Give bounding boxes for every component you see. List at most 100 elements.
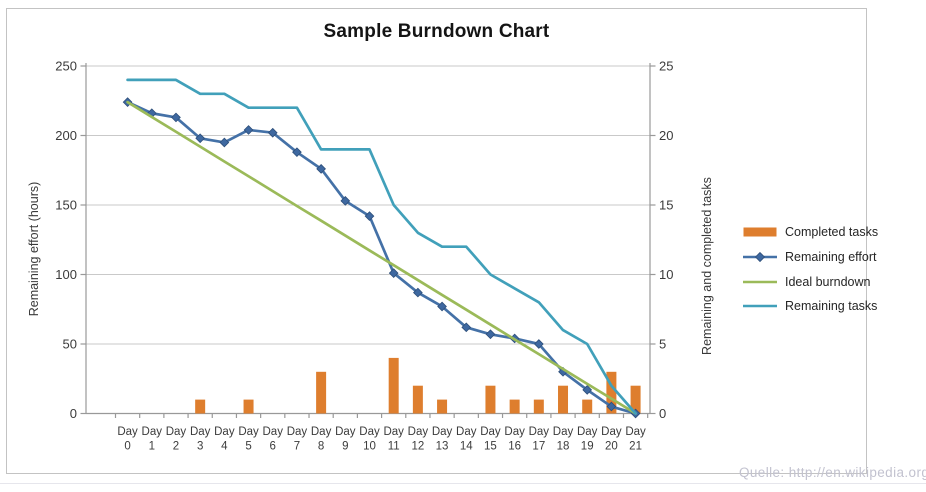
legend-item-label: Remaining tasks xyxy=(785,299,878,314)
bar-swatch-icon xyxy=(743,227,777,237)
diamond-marker xyxy=(485,329,496,340)
bar xyxy=(316,371,327,414)
bar xyxy=(485,385,496,414)
diamond-marker xyxy=(316,163,326,174)
bar xyxy=(606,371,617,414)
diamond-marker xyxy=(461,322,472,333)
bar xyxy=(509,399,520,414)
x-axis-label-number: 1 xyxy=(149,441,155,453)
x-axis-label-day: Day xyxy=(529,426,550,438)
x-axis-label-day: Day xyxy=(601,426,622,438)
line-series-ideal-burndown xyxy=(126,100,637,415)
x-axis-label-day: Day xyxy=(287,426,308,438)
x-axis-label-number: 2 xyxy=(173,441,179,453)
x-axis-label-day: Day xyxy=(625,426,646,438)
left-axis-tick-label: 50 xyxy=(63,337,77,352)
x-axis-label-number: 5 xyxy=(245,441,251,453)
diamond-marker xyxy=(413,287,423,298)
bar xyxy=(388,357,399,414)
bar xyxy=(412,385,423,414)
diamond-marker xyxy=(533,339,544,349)
diamond-marker xyxy=(267,127,278,138)
x-axis-label-number: 7 xyxy=(294,441,300,453)
x-axis-label-number: 14 xyxy=(460,441,473,453)
x-axis-label-day: Day xyxy=(504,426,525,438)
right-axis-tick-label: 25 xyxy=(659,59,673,74)
x-axis-label-number: 18 xyxy=(557,441,570,453)
bar xyxy=(195,399,206,414)
diamond-marker xyxy=(388,268,399,278)
x-axis-label-number: 0 xyxy=(124,441,130,453)
left-axis-tick-label: 200 xyxy=(55,128,77,143)
gridlines xyxy=(86,65,650,345)
x-axis-label-day: Day xyxy=(238,426,259,438)
x-axis-label-number: 8 xyxy=(318,441,324,453)
x-axis-label-number: 9 xyxy=(342,441,348,453)
x-axis-label-day: Day xyxy=(408,426,429,438)
right-axis-tick-label: 20 xyxy=(659,128,673,143)
right-axis-tick-label: 5 xyxy=(659,337,666,352)
chart-frame: Sample Burndown Chart Remaining effort (… xyxy=(6,8,878,474)
x-axis-label-day: Day xyxy=(480,426,501,438)
left-axis-tick-label: 100 xyxy=(55,267,77,282)
bar xyxy=(533,399,544,414)
line-series-remaining-effort xyxy=(122,97,641,419)
chart-title: Sample Burndown Chart xyxy=(323,21,550,42)
line-swatch-icon xyxy=(743,251,777,263)
x-axis-label-number: 15 xyxy=(484,441,497,453)
x-axis-label-number: 3 xyxy=(197,441,203,453)
x-axis-label-day: Day xyxy=(142,426,163,438)
x-axis-label-day: Day xyxy=(577,426,598,438)
x-axis-label-day: Day xyxy=(335,426,356,438)
legend-item-ideal-burndown: Ideal burndown xyxy=(743,269,878,294)
right-axis-tick-label: 15 xyxy=(659,198,673,213)
legend-item-remaining-effort: Remaining effort xyxy=(743,245,878,270)
diamond-marker xyxy=(606,401,617,412)
x-axis-label-day: Day xyxy=(432,426,453,438)
diamond-marker xyxy=(582,385,593,395)
bar-series-completed-tasks xyxy=(195,357,641,414)
diamond-marker xyxy=(195,133,206,144)
legend-item-remaining-tasks: Remaining tasks xyxy=(743,294,878,319)
x-axis-label-day: Day xyxy=(383,426,404,438)
x-axis-label-day: Day xyxy=(117,426,138,438)
x-axis-label-number: 13 xyxy=(436,441,449,453)
diamond-marker xyxy=(171,112,181,123)
diamond-marker xyxy=(243,125,254,135)
x-axis-label-day: Day xyxy=(456,426,477,438)
x-axis-label-number: 10 xyxy=(363,441,376,453)
x-axis-label-day: Day xyxy=(190,426,211,438)
line-series-remaining-tasks xyxy=(126,78,637,415)
x-axis-label-day: Day xyxy=(553,426,574,438)
diamond-marker xyxy=(219,137,230,148)
x-axis-label-number: 19 xyxy=(581,441,594,453)
left-axis-tick-label: 0 xyxy=(70,406,77,421)
bar xyxy=(437,399,448,414)
chart-legend: Completed tasks Remaining effort Ideal bur… xyxy=(743,220,878,319)
line-swatch-icon xyxy=(743,305,777,308)
x-axis-label-number: 20 xyxy=(605,441,618,453)
x-axis-label-number: 4 xyxy=(221,441,228,453)
x-axis-label-day: Day xyxy=(263,426,284,438)
x-axis-label-number: 17 xyxy=(532,441,545,453)
x-axis-label-day: Day xyxy=(311,426,332,438)
legend-item-label: Completed tasks xyxy=(785,225,879,240)
window-bottom-edge xyxy=(0,483,926,484)
diamond-marker xyxy=(364,211,375,221)
bar xyxy=(558,385,569,414)
legend-item-completed-tasks: Completed tasks xyxy=(743,220,878,245)
left-axis-tick-label: 150 xyxy=(55,198,77,213)
x-axis-label-number: 11 xyxy=(388,441,400,453)
right-axis-tick-label: 10 xyxy=(659,267,673,282)
bar xyxy=(243,399,254,414)
source-watermark: Quelle: http://en.wikipedia.org xyxy=(739,465,926,480)
axis-ticks-and-labels: 0 50 100 150 200 250 0 5 10 15 20 25 Day 0 Day 1 Day 2 Day… xyxy=(55,59,673,453)
x-axis-label-number: 21 xyxy=(629,441,642,453)
x-axis-label-number: 12 xyxy=(411,441,424,453)
x-axis-label-day: Day xyxy=(166,426,187,438)
x-axis-label-number: 16 xyxy=(508,441,521,453)
x-axis-label-day: Day xyxy=(214,426,235,438)
bar xyxy=(582,399,593,414)
